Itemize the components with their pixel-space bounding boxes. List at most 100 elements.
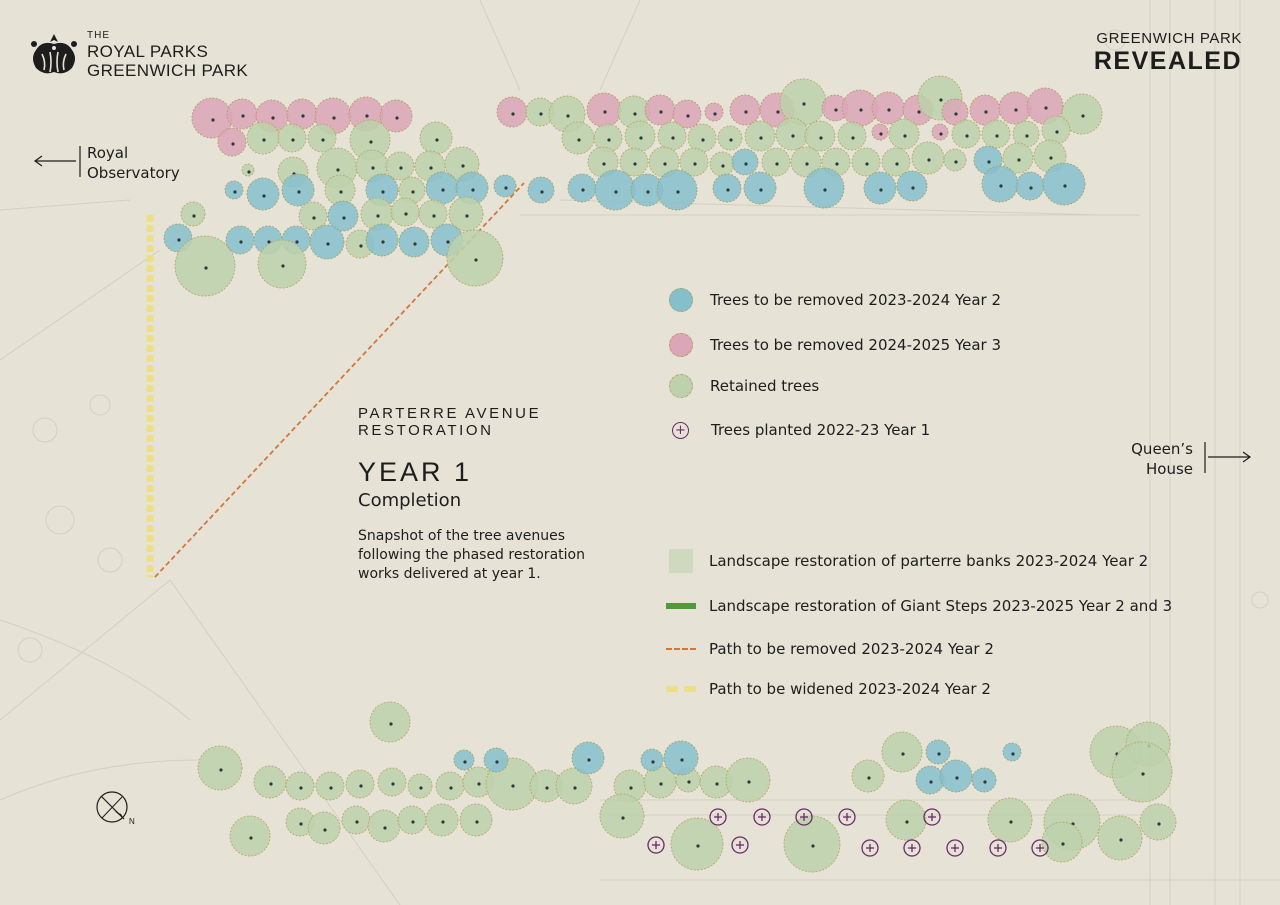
- tree-trunk-dot: [1141, 772, 1145, 776]
- planted-tree-marker: [647, 836, 665, 854]
- tree-trunk-dot: [295, 240, 299, 244]
- tree-remove-year2: [453, 749, 475, 771]
- tree-trunk-dot: [1029, 186, 1033, 190]
- queens-house-label: Queen’s House: [1128, 439, 1193, 479]
- trees-layer: [163, 75, 1177, 873]
- tree-retained: [390, 197, 420, 227]
- legend-item-path-removed: Path to be removed 2023-2024 Year 2: [666, 636, 994, 662]
- tree-retained: [419, 121, 453, 155]
- planted-tree-marker: [709, 808, 727, 826]
- tree-trunk-dot: [511, 112, 515, 116]
- title-line1: PARTERRE AVENUE: [358, 405, 542, 422]
- legend-label: Landscape restoration of Giant Steps 202…: [709, 597, 1173, 615]
- plus-circle-icon: +: [672, 421, 689, 439]
- planted-tree-marker: [903, 839, 921, 857]
- tree-trunk-dot: [219, 768, 223, 772]
- tree-trunk-dot: [671, 136, 675, 140]
- tree-retained: [670, 817, 724, 871]
- tree-trunk-dot: [291, 138, 295, 142]
- tree-retained: [709, 151, 735, 177]
- tree-trunk-dot: [903, 134, 907, 138]
- queens-line2: House: [1145, 460, 1193, 478]
- tree-remove-year2: [246, 177, 280, 211]
- blue-circle-icon: [669, 288, 693, 312]
- tree-retained: [725, 757, 771, 803]
- tree-trunk-dot: [241, 114, 245, 118]
- tree-remove-year3: [704, 102, 724, 122]
- tree-trunk-dot: [659, 110, 663, 114]
- tree-retained: [779, 78, 827, 126]
- tree-trunk-dot: [471, 188, 475, 192]
- tree-trunk-dot: [1044, 106, 1048, 110]
- tree-retained: [1012, 120, 1040, 148]
- tree-trunk-dot: [449, 786, 453, 790]
- legend-item-path-widened: Path to be widened 2023-2024 Year 2: [666, 676, 991, 702]
- tree-trunk-dot: [1063, 184, 1067, 188]
- observatory-line2: Observatory: [87, 164, 180, 182]
- tree-trunk-dot: [262, 194, 266, 198]
- tree-trunk-dot: [686, 114, 690, 118]
- tree-retained: [407, 773, 433, 799]
- tree-trunk-dot: [545, 786, 549, 790]
- tree-remove-year2: [1015, 171, 1045, 201]
- tree-trunk-dot: [999, 184, 1003, 188]
- tree-trunk-dot: [411, 820, 415, 824]
- tree-trunk-dot: [867, 776, 871, 780]
- tree-remove-year3: [586, 92, 622, 128]
- tree-remove-year2: [863, 171, 897, 205]
- tree-retained: [349, 119, 391, 161]
- tree-trunk-dot: [929, 780, 933, 784]
- tree-trunk-dot: [983, 780, 987, 784]
- tree-trunk-dot: [312, 216, 316, 220]
- tree-trunk-dot: [441, 820, 445, 824]
- tree-trunk-dot: [927, 158, 931, 162]
- tree-remove-year2: [571, 741, 605, 775]
- tree-trunk-dot: [329, 786, 333, 790]
- tree-remove-year3: [644, 94, 676, 126]
- legend-label: Landscape restoration of parterre banks …: [709, 552, 1149, 570]
- tree-remove-year2: [712, 173, 742, 203]
- tree-trunk-dot: [299, 786, 303, 790]
- tree-remove-year2: [365, 223, 399, 257]
- tree-trunk-dot: [911, 186, 915, 190]
- tree-trunk-dot: [776, 110, 780, 114]
- tree-trunk-dot: [834, 108, 838, 112]
- tree-trunk-dot: [659, 782, 663, 786]
- tree-remove-year2: [483, 747, 509, 773]
- tree-retained: [446, 229, 504, 287]
- tree-trunk-dot: [680, 758, 684, 762]
- tree-trunk-dot: [879, 188, 883, 192]
- tree-trunk-dot: [802, 102, 806, 106]
- tree-trunk-dot: [663, 162, 667, 166]
- tree-trunk-dot: [633, 112, 637, 116]
- tree-trunk-dot: [441, 188, 445, 192]
- planted-tree-marker: [861, 839, 879, 857]
- tree-retained: [775, 117, 809, 151]
- royal-observatory-label: Royal Observatory: [87, 143, 180, 183]
- tree-retained: [377, 767, 407, 797]
- tree-trunk-dot: [955, 776, 959, 780]
- tree-retained: [717, 125, 743, 151]
- tree-trunk-dot: [465, 214, 469, 218]
- tree-trunk-dot: [939, 132, 943, 136]
- tree-trunk-dot: [1014, 108, 1018, 112]
- tree-trunk-dot: [811, 844, 815, 848]
- green-circle-icon: [669, 374, 693, 398]
- tree-retained: [804, 120, 836, 152]
- tree-remove-year3: [931, 123, 949, 141]
- tree-trunk-dot: [177, 238, 181, 242]
- legend-item-banks: Landscape restoration of parterre banks …: [669, 548, 1148, 574]
- tree-trunk-dot: [267, 240, 271, 244]
- tree-trunk-dot: [835, 162, 839, 166]
- tree-trunk-dot: [687, 780, 691, 784]
- tree-trunk-dot: [336, 168, 340, 172]
- tree-trunk-dot: [233, 190, 237, 194]
- tree-trunk-dot: [204, 266, 208, 270]
- tree-trunk-dot: [474, 258, 478, 262]
- tree-trunk-dot: [676, 190, 680, 194]
- tree-retained: [790, 146, 822, 178]
- tree-trunk-dot: [566, 114, 570, 118]
- tree-trunk-dot: [511, 784, 515, 788]
- series-header: GREENWICH PARK REVEALED: [1094, 30, 1242, 76]
- tree-trunk-dot: [391, 782, 395, 786]
